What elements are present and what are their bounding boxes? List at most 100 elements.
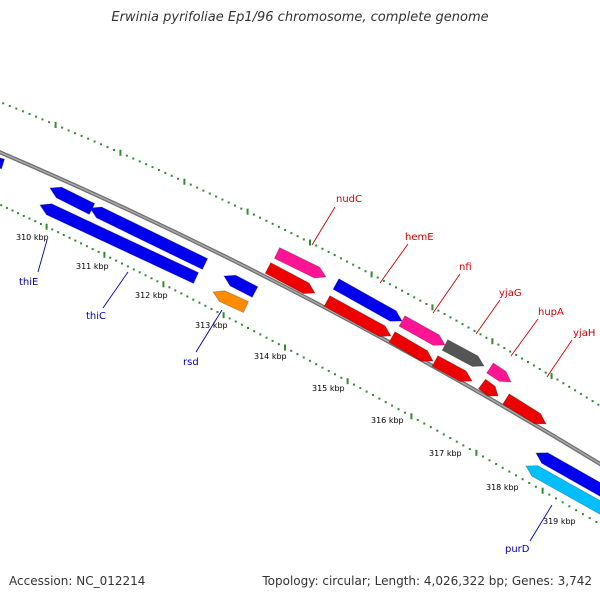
gene-feature[interactable] — [212, 290, 250, 314]
label-connector — [195, 309, 223, 353]
minor-tick — [556, 378, 559, 381]
minor-tick — [227, 201, 230, 204]
minor-tick — [204, 304, 207, 307]
minor-tick — [164, 171, 167, 174]
minor-tick — [234, 320, 237, 323]
feature-track — [0, 157, 600, 519]
gene-feature[interactable] — [441, 339, 485, 367]
minor-tick — [315, 363, 318, 366]
minor-tick — [528, 482, 531, 484]
minor-tick — [509, 350, 512, 353]
minor-tick — [497, 343, 500, 346]
gene-label-yjaH[interactable]: yjaH — [573, 328, 595, 339]
minor-tick — [132, 268, 135, 271]
minor-tick — [382, 279, 385, 282]
minor-tick — [302, 356, 305, 359]
gene-feature[interactable] — [398, 315, 446, 346]
minor-tick — [339, 257, 342, 260]
tick-label: 319 kbp — [543, 517, 576, 526]
minor-tick — [562, 382, 565, 385]
major-tick — [475, 449, 478, 456]
minor-tick — [391, 404, 394, 407]
gene-feature[interactable] — [332, 278, 403, 322]
gene-feature[interactable] — [89, 206, 209, 270]
minor-tick — [22, 214, 25, 217]
minor-tick — [597, 403, 600, 406]
gene-label-thiC[interactable]: thiC — [86, 311, 106, 322]
gene-feature[interactable] — [486, 362, 512, 383]
minor-tick — [113, 149, 115, 151]
major-tick — [54, 121, 57, 128]
minor-tick — [352, 383, 355, 386]
minor-tick — [365, 390, 368, 393]
gene-feature[interactable] — [273, 247, 327, 279]
gene-feature[interactable] — [323, 295, 392, 337]
minor-tick — [34, 220, 37, 223]
minor-tick — [334, 373, 336, 376]
minor-tick — [216, 311, 219, 313]
minor-tick — [315, 244, 318, 247]
minor-tick — [591, 400, 594, 403]
gene-label-thiE[interactable]: thiE — [19, 277, 38, 288]
minor-tick — [488, 459, 491, 462]
major-tick — [370, 271, 373, 278]
gene-feature[interactable] — [535, 452, 600, 501]
minor-tick — [548, 493, 551, 496]
minor-tick — [259, 216, 262, 219]
minor-tick — [8, 105, 11, 107]
minor-tick — [265, 336, 268, 339]
minor-tick — [93, 140, 96, 143]
minor-tick — [397, 408, 400, 411]
gene-label-yjaG[interactable]: yjaG — [499, 288, 522, 299]
minor-tick — [462, 444, 465, 447]
label-connector — [510, 318, 539, 357]
minor-tick — [196, 186, 199, 189]
minor-tick — [588, 517, 591, 520]
minor-tick — [378, 397, 381, 400]
minor-tick — [574, 389, 577, 392]
minor-tick — [51, 228, 54, 231]
gene-feature[interactable] — [431, 355, 473, 382]
gene-feature[interactable] — [525, 465, 600, 519]
label-connector — [529, 504, 553, 542]
minor-tick — [138, 160, 141, 163]
gene-label-nfi[interactable]: nfi — [459, 262, 472, 273]
gene-label-purD[interactable]: purD — [505, 544, 530, 555]
gene-feature[interactable] — [223, 274, 259, 298]
minor-tick — [468, 448, 471, 451]
gene-label-nudC[interactable]: nudC — [336, 194, 362, 205]
gene-feature[interactable] — [0, 157, 6, 170]
gene-feature[interactable] — [477, 378, 499, 397]
minor-tick — [74, 132, 77, 135]
minor-tick — [177, 177, 179, 180]
gene-label-hemE[interactable]: hemE — [405, 232, 434, 243]
label-connector — [546, 339, 573, 378]
minor-tick — [247, 327, 249, 329]
minor-tick — [221, 198, 224, 201]
minor-tick — [189, 183, 192, 186]
gene-feature[interactable] — [502, 393, 547, 425]
gene-feature[interactable] — [39, 203, 200, 284]
major-tick — [119, 149, 122, 156]
gene-feature[interactable] — [388, 331, 434, 362]
major-tick — [309, 239, 311, 246]
minor-tick — [259, 333, 262, 336]
gene-feature[interactable] — [264, 262, 316, 295]
minor-tick — [2, 102, 5, 105]
minor-tick — [145, 163, 148, 166]
minor-tick — [595, 521, 598, 523]
label-connector — [432, 273, 461, 314]
minor-tick — [198, 301, 201, 304]
accession-text: Accession: NC_012214 — [9, 574, 146, 588]
gene-label-hupA[interactable]: hupA — [538, 307, 564, 318]
gene-label-rsd[interactable]: rsd — [183, 357, 199, 368]
major-tick — [284, 344, 286, 351]
minor-tick — [202, 189, 205, 192]
minor-tick — [109, 256, 112, 259]
minor-tick — [515, 354, 518, 356]
minor-tick — [532, 364, 535, 367]
minor-tick — [352, 263, 355, 266]
minor-tick — [115, 259, 118, 262]
minor-tick — [521, 357, 524, 360]
minor-tick — [39, 223, 42, 225]
